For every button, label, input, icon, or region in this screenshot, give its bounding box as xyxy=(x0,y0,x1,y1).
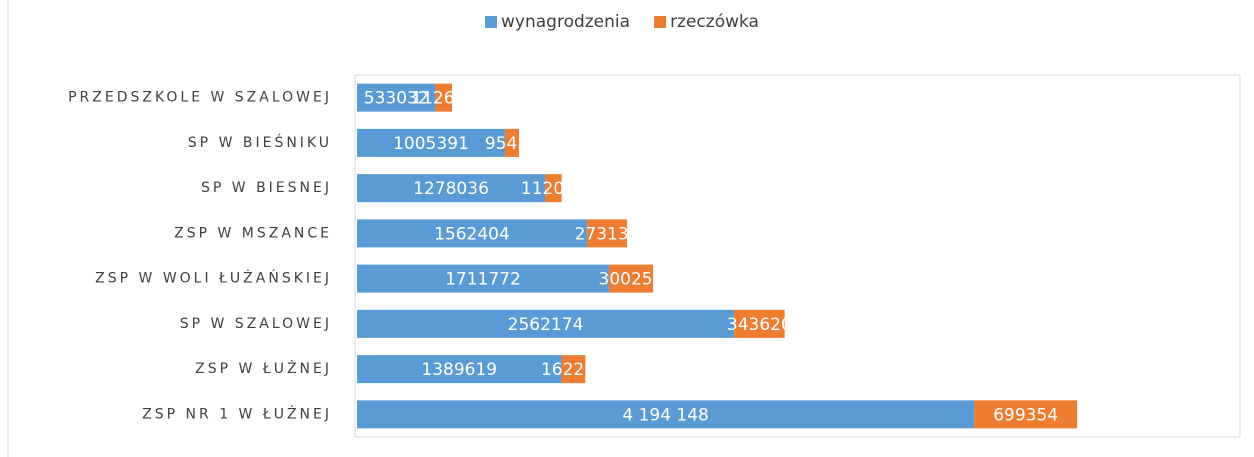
bar-segment xyxy=(561,355,586,384)
value-label: 95434 xyxy=(485,134,539,154)
bar-segment xyxy=(357,264,609,293)
value-label: 533032 xyxy=(364,89,429,109)
category-label: SP W BIESNEJ xyxy=(201,180,332,196)
bar-segment xyxy=(357,174,546,203)
category-label: ZSP NR 1 W ŁUŻNEJ xyxy=(142,404,332,422)
value-label: 1278036 xyxy=(413,179,489,199)
plot-area xyxy=(354,74,1241,438)
bar-segment xyxy=(357,83,436,112)
legend-label: wynagrodzenia xyxy=(501,12,630,32)
category-label: PRZEDSZKOLE W SZALOWEJ xyxy=(68,90,332,106)
bar-segment xyxy=(504,128,520,157)
bar-segment xyxy=(435,83,453,112)
value-label: 1711772 xyxy=(445,270,521,290)
value-label: 343620 xyxy=(727,315,792,335)
legend-swatch xyxy=(485,16,497,28)
value-label: 699354 xyxy=(993,405,1058,425)
bar-segment xyxy=(357,219,587,248)
value-label: 300253 xyxy=(599,270,664,290)
category-label: SP W SZALOWEJ xyxy=(180,316,332,332)
value-label: 1005391 xyxy=(393,134,469,154)
bar-segment xyxy=(545,174,562,203)
category-label: ZSP W WOLI ŁUŻAŃSKIEJ xyxy=(95,269,332,287)
value-label: 1562404 xyxy=(434,224,510,244)
value-label: 1389619 xyxy=(421,360,497,380)
bar-segment xyxy=(974,400,1078,429)
value-label: 4 194 148 xyxy=(622,405,709,425)
bar-segment xyxy=(357,355,562,384)
bar-segment xyxy=(608,264,654,293)
value-label: 112034 xyxy=(521,179,586,199)
bar-segment xyxy=(734,309,785,338)
legend-swatch xyxy=(654,16,667,28)
category-label: ZSP W ŁUŻNEJ xyxy=(195,359,332,377)
bar-segment xyxy=(586,219,628,248)
value-label: 162200 xyxy=(541,360,606,380)
category-label: SP W BIEŚNIKU xyxy=(188,133,332,151)
value-label: 2562174 xyxy=(508,315,584,335)
bar-segment xyxy=(357,128,505,157)
bar-segment xyxy=(357,400,975,429)
bar-segment xyxy=(357,309,735,338)
category-label: ZSP W MSZANCE xyxy=(174,225,332,241)
value-label: 273134 xyxy=(575,224,640,244)
value-label: 112630 xyxy=(411,89,476,109)
legend-label: rzeczówka xyxy=(670,12,759,32)
